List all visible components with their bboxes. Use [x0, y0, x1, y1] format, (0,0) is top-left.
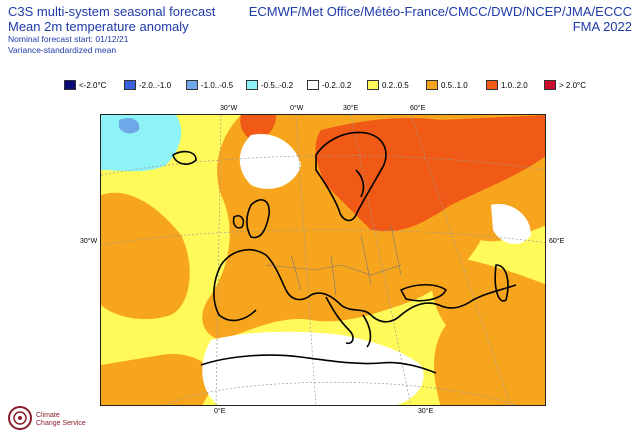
legend-item: -1.0..-0.5	[186, 80, 233, 90]
legend-label: 0.5..1.0	[441, 80, 468, 90]
copernicus-logo: Climate Change Service	[6, 400, 96, 436]
header-right: ECMWF/Met Office/Météo-France/CMCC/DWD/N…	[249, 4, 632, 34]
legend-swatch	[367, 80, 379, 90]
legend-label: -0.2..0.2	[322, 80, 352, 90]
anomaly-field-0.5-1.0	[101, 354, 213, 405]
anomaly-field-1.0-2.0	[315, 115, 545, 232]
legend-label: -1.0..-0.5	[201, 80, 234, 90]
graticule-label-bottom-0: 0°E	[214, 408, 226, 415]
legend-item: <-2.0°C	[64, 80, 106, 90]
legend-item: -0.5..-0.2	[246, 80, 293, 90]
anomaly-field-minus-1.0-minus-0.5	[119, 118, 140, 134]
legend-swatch	[186, 80, 198, 90]
legend-swatch	[486, 80, 498, 90]
legend-swatch	[307, 80, 319, 90]
anomaly-map	[100, 114, 546, 406]
color-legend: <-2.0°C -2.0..-1.0 -1.0..-0.5 -0.5..-0.2…	[64, 80, 604, 94]
anomaly-field-0.5-1.0	[101, 192, 190, 320]
logo-line-2: Change Service	[36, 420, 86, 427]
graticule-label-left-30w: 30°W	[80, 238, 98, 245]
graticule-label-top-30w: 30°W	[220, 105, 238, 112]
logo-line-1: Climate	[36, 412, 60, 419]
coastlines	[172, 131, 517, 374]
title-line-2: Mean 2m temperature anomaly	[8, 19, 189, 34]
copernicus-c3s-logo-graphic	[8, 406, 32, 430]
legend-item: -0.2..0.2	[307, 80, 351, 90]
graticule-label-top-0: 0°W	[290, 105, 304, 112]
country-borders	[265, 224, 402, 296]
legend-label: -0.5..-0.2	[261, 80, 294, 90]
season-label: FMA 2022	[572, 19, 632, 34]
legend-swatch	[544, 80, 556, 90]
legend-item: -2.0..-1.0	[124, 80, 171, 90]
anomaly-field-near-normal	[239, 134, 301, 189]
legend-swatch	[426, 80, 438, 90]
map-canvas	[101, 115, 545, 405]
anomaly-field-near-normal	[491, 204, 531, 245]
header-left: C3S multi-system seasonal forecast Mean …	[8, 4, 215, 56]
legend-label: > 2.0°C	[559, 80, 586, 90]
anomaly-field-near-normal	[202, 331, 424, 405]
legend-label: 1.0..2.0	[501, 80, 528, 90]
centres-list: ECMWF/Met Office/Météo-France/CMCC/DWD/N…	[248, 4, 632, 19]
legend-item: 0.2..0.5	[367, 80, 409, 90]
anomaly-field-1.0-2.0	[240, 115, 276, 140]
graticule-label-top-30e: 30°E	[343, 105, 359, 112]
graticule-lines	[101, 115, 545, 405]
legend-swatch	[246, 80, 258, 90]
graticule-label-top-60e: 60°E	[410, 105, 426, 112]
logo-text: Climate Change Service	[36, 412, 86, 428]
legend-item: 0.5..1.0	[426, 80, 468, 90]
graticule-label-bottom-30e: 30°E	[418, 408, 434, 415]
anomaly-field-0.5-1.0	[431, 255, 545, 405]
title-line-1: C3S multi-system seasonal forecast	[8, 4, 216, 19]
legend-label: 0.2..0.5	[382, 80, 409, 90]
graticule-label-right-60e: 60°E	[549, 238, 565, 245]
legend-swatch	[64, 80, 76, 90]
nominal-start: Nominal forecast start: 01/12/21	[8, 34, 129, 44]
variance-note: Variance-standardized mean	[8, 45, 117, 55]
legend-item: > 2.0°C	[544, 80, 586, 90]
legend-label: <-2.0°C	[79, 80, 107, 90]
legend-item: 1.0..2.0	[486, 80, 528, 90]
legend-label: -2.0..-1.0	[139, 80, 172, 90]
legend-swatch	[124, 80, 136, 90]
